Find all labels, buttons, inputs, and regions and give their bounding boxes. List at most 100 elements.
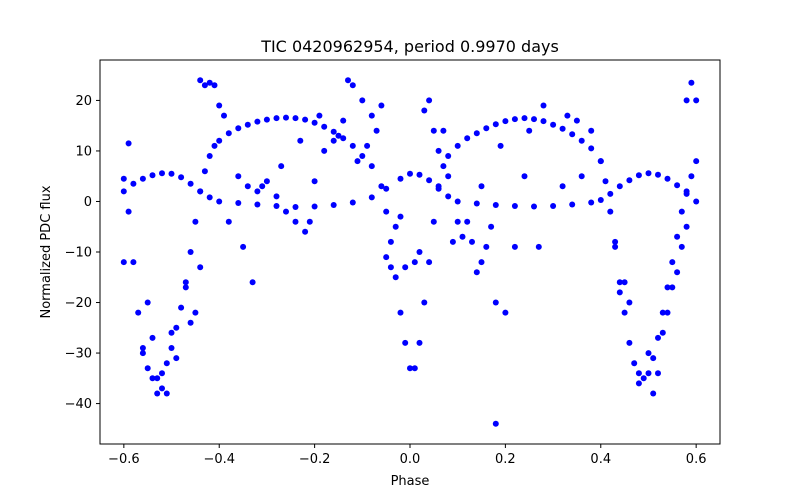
data-point <box>492 202 499 208</box>
data-point <box>473 130 480 137</box>
data-point <box>626 177 633 184</box>
data-point <box>330 202 337 208</box>
data-point <box>149 172 156 179</box>
data-point <box>616 183 623 190</box>
x-tick-label: −0.6 <box>108 452 140 467</box>
data-point <box>182 279 189 286</box>
data-point <box>259 183 266 190</box>
data-point <box>688 173 695 180</box>
data-point <box>273 193 280 200</box>
data-point <box>669 259 676 266</box>
data-point <box>349 199 356 206</box>
data-point <box>125 208 132 215</box>
data-point <box>187 249 194 255</box>
data-point <box>607 208 614 215</box>
data-point <box>345 77 351 84</box>
data-point <box>387 264 394 271</box>
data-point <box>192 309 199 316</box>
data-point <box>616 289 623 296</box>
data-point <box>306 218 313 225</box>
data-point <box>492 420 499 427</box>
data-point <box>655 370 661 377</box>
data-point <box>550 203 557 209</box>
data-point <box>392 223 399 230</box>
data-point <box>206 79 213 86</box>
data-point <box>449 238 456 245</box>
data-point <box>311 203 318 210</box>
data-point <box>225 130 232 137</box>
data-point <box>635 370 642 377</box>
data-point <box>349 142 356 149</box>
data-point <box>502 118 509 125</box>
data-point <box>469 238 475 245</box>
data-point <box>154 375 161 382</box>
data-point <box>683 97 690 104</box>
data-point <box>321 123 328 130</box>
data-point <box>655 334 661 341</box>
data-point <box>206 153 213 159</box>
data-point <box>473 200 480 207</box>
data-point <box>139 175 146 182</box>
data-point <box>216 137 223 144</box>
y-tick-label: 10 <box>75 144 92 159</box>
data-point <box>655 171 661 178</box>
data-point <box>359 153 366 159</box>
data-point <box>278 163 285 170</box>
data-point <box>497 142 504 149</box>
data-point <box>678 208 685 215</box>
data-point <box>402 339 409 346</box>
data-point <box>531 203 537 210</box>
x-tick-label: 0.0 <box>400 452 421 467</box>
data-point <box>540 118 547 125</box>
data-point <box>569 131 576 138</box>
x-tick-label: 0.2 <box>495 452 516 467</box>
data-point <box>683 223 690 230</box>
data-point <box>187 319 194 326</box>
data-point <box>373 127 380 134</box>
data-point <box>249 279 256 286</box>
data-point <box>454 142 461 149</box>
data-point <box>263 178 270 185</box>
data-point <box>178 174 185 181</box>
x-tick-label: −0.2 <box>299 452 331 467</box>
data-point <box>368 163 375 170</box>
chart-title: TIC 0420962954, period 0.9970 days <box>260 37 559 56</box>
y-tick-label: −20 <box>65 296 92 311</box>
data-point <box>211 142 218 149</box>
y-tick-label: −30 <box>65 347 92 362</box>
data-point <box>168 170 175 177</box>
data-point <box>483 243 490 250</box>
data-point <box>411 365 418 372</box>
data-point <box>573 117 580 124</box>
data-point <box>221 112 227 119</box>
data-point <box>216 198 223 205</box>
data-point <box>154 390 161 397</box>
data-point <box>621 279 628 286</box>
data-point <box>330 128 337 135</box>
data-point <box>645 350 652 357</box>
data-point <box>488 223 495 230</box>
data-point <box>478 259 485 266</box>
data-point <box>240 243 247 250</box>
y-tick-label: 20 <box>75 94 92 109</box>
data-point <box>120 175 127 182</box>
data-point <box>416 249 423 255</box>
data-point <box>626 339 633 346</box>
data-point <box>135 309 142 316</box>
data-point <box>292 204 299 210</box>
data-point <box>197 77 204 84</box>
data-point <box>340 117 347 124</box>
data-point <box>283 114 289 121</box>
data-point <box>597 158 604 165</box>
data-point <box>201 168 208 175</box>
data-point <box>273 203 280 209</box>
data-point <box>402 264 409 271</box>
data-point <box>130 259 137 266</box>
x-axis-ticks: −0.6 −0.4 −0.2 0.0 0.2 0.4 0.6 <box>108 444 706 467</box>
data-point <box>669 284 676 291</box>
data-point <box>612 243 619 250</box>
data-point <box>159 370 165 377</box>
data-point <box>473 269 480 276</box>
data-point <box>125 140 132 147</box>
data-point <box>521 115 528 122</box>
